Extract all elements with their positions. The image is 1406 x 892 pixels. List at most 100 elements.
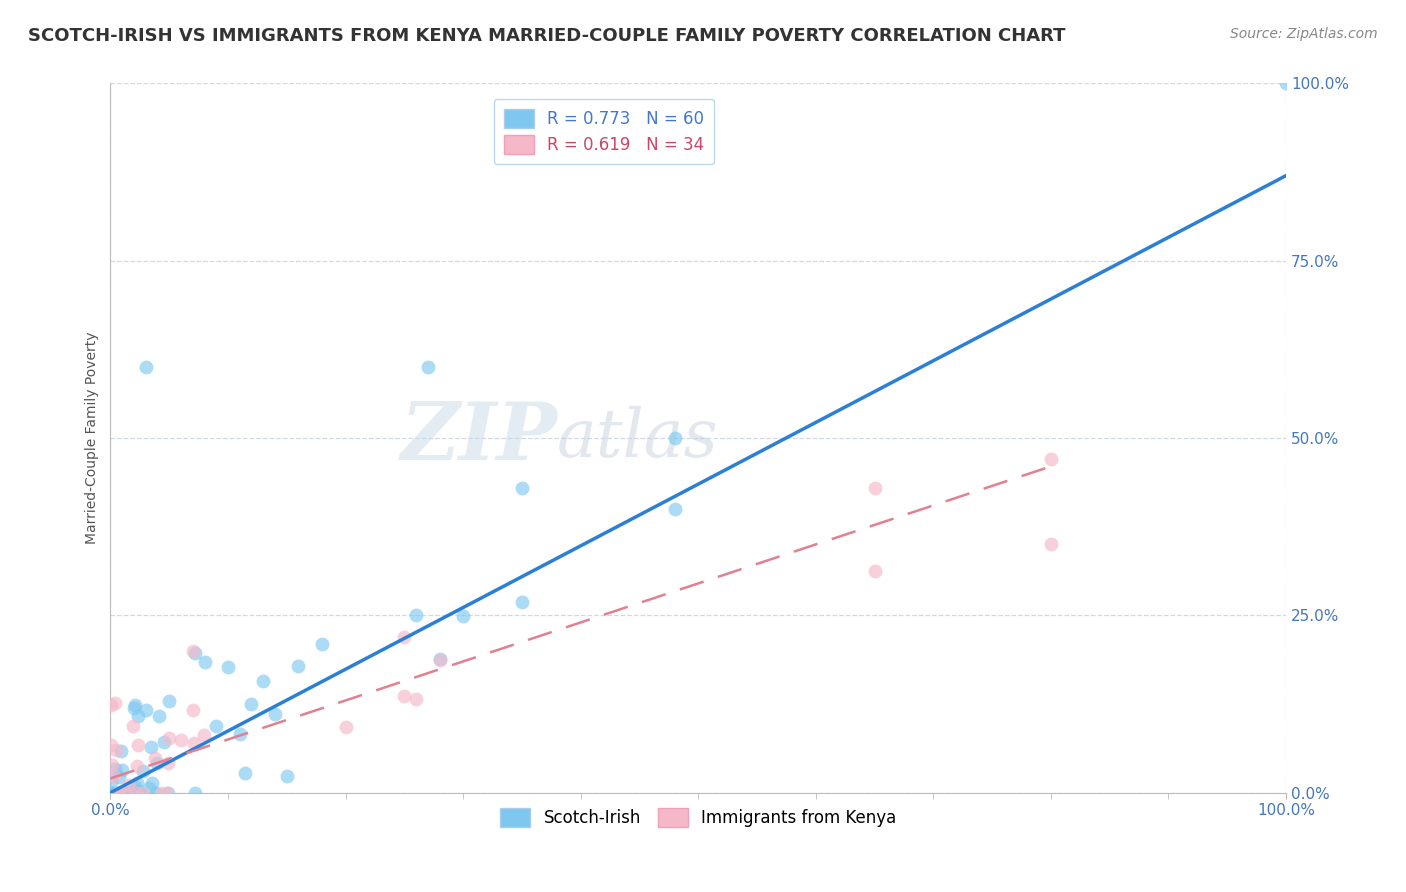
Point xyxy=(240,698,263,712)
Point xyxy=(394,690,416,704)
Point xyxy=(152,735,174,749)
Point xyxy=(138,780,160,795)
Point xyxy=(127,709,149,723)
Point xyxy=(264,707,287,722)
Point xyxy=(101,786,124,800)
Point xyxy=(205,719,228,733)
Point xyxy=(184,786,207,800)
Point xyxy=(141,776,163,790)
Point xyxy=(252,674,274,689)
Point xyxy=(135,703,157,717)
Point xyxy=(335,720,357,734)
Point xyxy=(125,776,148,790)
Point xyxy=(111,763,134,777)
Text: ZIP: ZIP xyxy=(401,400,557,477)
Point xyxy=(103,786,125,800)
Point xyxy=(117,786,139,800)
Point xyxy=(405,607,427,622)
Point xyxy=(115,786,138,800)
Point xyxy=(184,646,207,660)
Point xyxy=(416,360,439,375)
Point xyxy=(1275,77,1298,91)
Point xyxy=(183,736,205,750)
Point xyxy=(101,786,124,800)
Point xyxy=(311,636,333,650)
Point xyxy=(100,775,122,789)
Point xyxy=(664,502,686,516)
Point xyxy=(429,652,451,666)
Point xyxy=(103,696,125,710)
Y-axis label: Married-Couple Family Poverty: Married-Couple Family Poverty xyxy=(86,332,100,544)
Point xyxy=(100,698,122,713)
Point xyxy=(124,698,146,712)
Point xyxy=(124,780,146,795)
Text: atlas: atlas xyxy=(557,406,718,471)
Point xyxy=(156,756,179,770)
Point xyxy=(228,727,250,741)
Point xyxy=(122,786,145,800)
Point xyxy=(139,740,162,755)
Point xyxy=(157,693,180,707)
Point xyxy=(429,653,451,667)
Point xyxy=(150,786,173,800)
Point xyxy=(143,751,166,765)
Point xyxy=(104,742,127,756)
Point xyxy=(115,786,138,800)
Point xyxy=(132,764,155,779)
Point xyxy=(148,709,170,723)
Point xyxy=(863,564,886,578)
Point xyxy=(122,701,145,715)
Point xyxy=(276,769,298,783)
Point xyxy=(122,719,145,733)
Point xyxy=(217,660,239,674)
Point xyxy=(405,692,427,706)
Point xyxy=(193,728,215,742)
Point xyxy=(1039,537,1062,551)
Point xyxy=(510,481,533,495)
Point xyxy=(131,786,153,800)
Text: Source: ZipAtlas.com: Source: ZipAtlas.com xyxy=(1230,27,1378,41)
Point xyxy=(121,786,143,800)
Point xyxy=(120,786,142,800)
Point xyxy=(156,786,179,800)
Point xyxy=(510,595,533,609)
Point xyxy=(157,731,180,746)
Point xyxy=(110,744,132,758)
Point xyxy=(122,786,145,800)
Point xyxy=(124,786,146,800)
Point xyxy=(181,703,204,717)
Point xyxy=(194,655,217,669)
Point xyxy=(135,360,157,375)
Point xyxy=(1039,452,1062,467)
Point xyxy=(108,786,131,800)
Point xyxy=(100,738,122,752)
Point xyxy=(108,770,131,784)
Point xyxy=(394,630,416,644)
Point xyxy=(233,766,256,780)
Text: SCOTCH-IRISH VS IMMIGRANTS FROM KENYA MARRIED-COUPLE FAMILY POVERTY CORRELATION : SCOTCH-IRISH VS IMMIGRANTS FROM KENYA MA… xyxy=(28,27,1066,45)
Point xyxy=(107,786,129,800)
Point xyxy=(103,769,125,783)
Point xyxy=(107,786,129,800)
Point xyxy=(863,481,886,495)
Point xyxy=(107,786,129,800)
Point xyxy=(181,644,204,658)
Point xyxy=(287,659,309,673)
Point xyxy=(170,732,193,747)
Point xyxy=(101,758,124,772)
Point xyxy=(117,786,139,800)
Point xyxy=(127,759,149,773)
Point xyxy=(127,784,149,798)
Point xyxy=(104,762,127,776)
Point xyxy=(128,786,150,800)
Point xyxy=(121,786,143,800)
Point xyxy=(127,738,149,752)
Point xyxy=(115,786,138,800)
Point xyxy=(451,608,474,623)
Point xyxy=(145,786,167,800)
Legend: Scotch-Irish, Immigrants from Kenya: Scotch-Irish, Immigrants from Kenya xyxy=(494,801,903,834)
Point xyxy=(146,756,169,771)
Point xyxy=(664,431,686,445)
Point xyxy=(118,778,141,792)
Point xyxy=(156,786,179,800)
